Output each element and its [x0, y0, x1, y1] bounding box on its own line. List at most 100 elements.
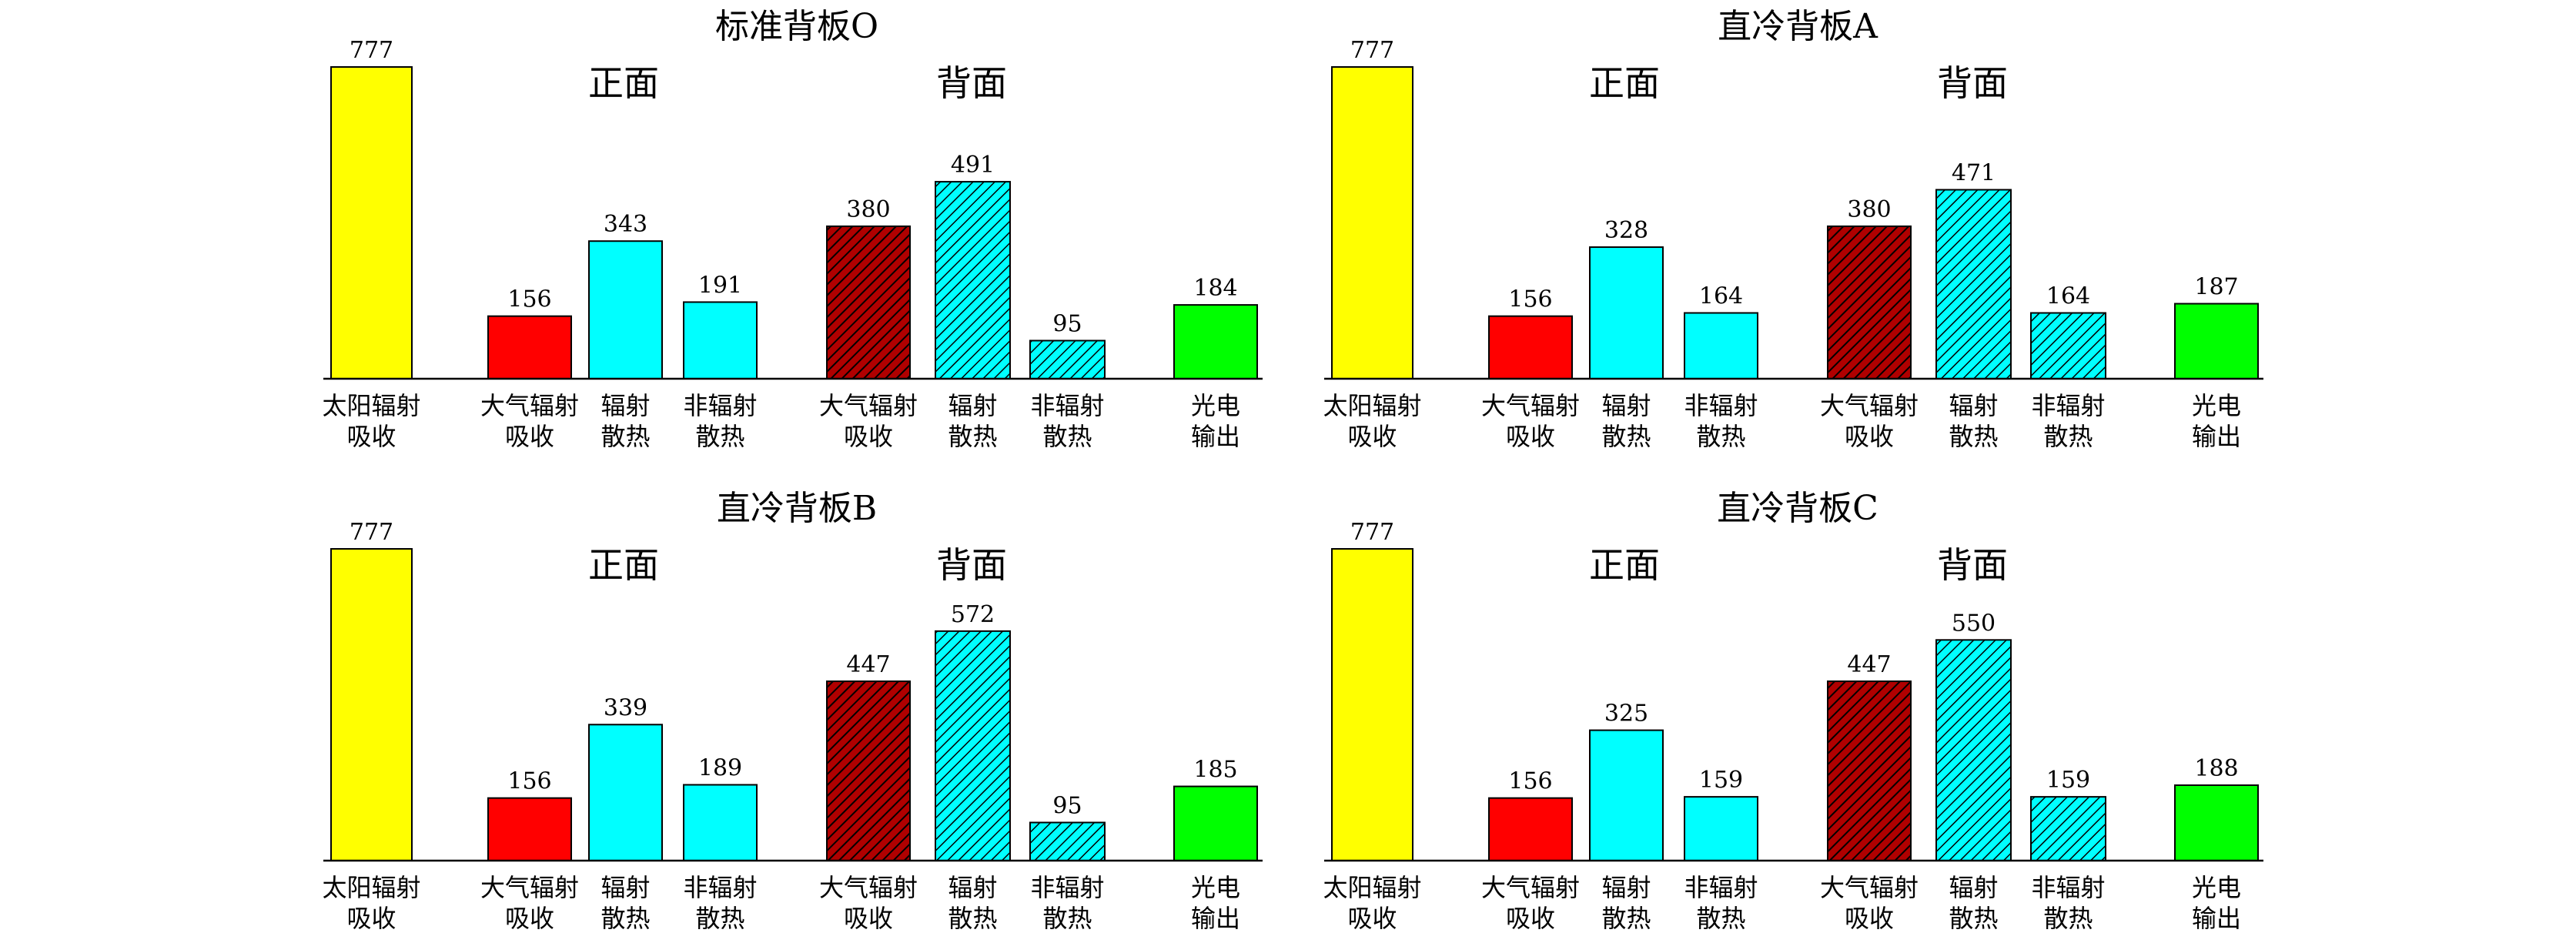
data-label: 447 — [846, 651, 890, 678]
bar — [588, 724, 663, 861]
category-label: 输出 — [1191, 422, 1240, 451]
category-label: 大气辐射 — [480, 873, 579, 902]
data-label: 777 — [350, 37, 393, 64]
data-label: 777 — [350, 519, 393, 546]
data-label: 159 — [2046, 767, 2090, 794]
bar — [1684, 312, 1758, 380]
data-label: 188 — [2194, 755, 2238, 782]
data-label: 777 — [1350, 519, 1394, 546]
category-label: 光电 — [2192, 391, 2241, 420]
category-label: 太阳辐射 — [322, 391, 420, 420]
chart-title: 直冷背板B — [717, 489, 877, 528]
category-label: 散热 — [1601, 422, 1651, 451]
category-label: 散热 — [1042, 422, 1092, 451]
category-label: 吸收 — [1506, 904, 1555, 933]
category-label: 散热 — [1949, 904, 1998, 933]
bar — [1488, 797, 1573, 861]
category-label: 吸收 — [1347, 422, 1397, 451]
bar — [1589, 246, 1664, 380]
bar — [1173, 304, 1258, 380]
category-label: 非辐射 — [2031, 873, 2105, 902]
data-label: 187 — [2194, 274, 2238, 301]
section-label-front: 正面 — [588, 544, 659, 586]
bar — [1029, 821, 1106, 862]
bar — [1173, 785, 1258, 861]
data-label: 156 — [507, 768, 551, 795]
bar — [1488, 315, 1573, 380]
category-label: 辐射 — [1949, 391, 1998, 420]
bar — [935, 181, 1011, 380]
category-label: 非辐射 — [683, 873, 757, 902]
bar — [683, 784, 758, 862]
category-label: 大气辐射 — [819, 873, 918, 902]
data-label: 572 — [951, 601, 995, 628]
category-label: 非辐射 — [683, 391, 757, 420]
bar — [683, 301, 758, 380]
category-label: 输出 — [1191, 904, 1240, 933]
category-label: 大气辐射 — [1820, 391, 1919, 420]
section-label-back: 背面 — [1937, 62, 2008, 104]
bar — [935, 630, 1011, 861]
section-label-front: 正面 — [588, 62, 659, 104]
section-label-back: 背面 — [1937, 544, 2008, 586]
category-label: 吸收 — [346, 904, 396, 933]
category-label: 散热 — [948, 422, 997, 451]
data-label: 447 — [1847, 651, 1891, 678]
section-label-front: 正面 — [1589, 544, 1660, 586]
category-label: 散热 — [1042, 904, 1092, 933]
data-label: 325 — [1604, 701, 1648, 727]
data-label: 95 — [1052, 310, 1082, 337]
category-label: 散热 — [695, 422, 744, 451]
bar — [2174, 784, 2259, 862]
category-label: 非辐射 — [2031, 391, 2105, 420]
chart-title: 直冷背板A — [1718, 7, 1878, 46]
category-label: 非辐射 — [1684, 391, 1758, 420]
category-label: 吸收 — [346, 422, 396, 451]
bar — [826, 225, 911, 380]
category-label: 非辐射 — [1030, 391, 1104, 420]
category-label: 散热 — [2043, 904, 2093, 933]
category-label: 大气辐射 — [480, 391, 579, 420]
category-label: 光电 — [1191, 391, 1240, 420]
category-label: 散热 — [1949, 422, 1998, 451]
category-label: 光电 — [1191, 873, 1240, 902]
data-label: 339 — [604, 694, 647, 721]
bar — [2030, 312, 2106, 380]
category-label: 散热 — [601, 904, 650, 933]
data-label: 328 — [1604, 217, 1648, 244]
bar — [487, 797, 572, 861]
category-label: 非辐射 — [1030, 873, 1104, 902]
category-label: 吸收 — [1845, 904, 1894, 933]
bar — [1331, 66, 1413, 380]
section-label-front: 正面 — [1589, 62, 1660, 104]
category-label: 非辐射 — [1684, 873, 1758, 902]
category-label: 吸收 — [1347, 904, 1397, 933]
bar — [1827, 225, 1912, 380]
category-label: 辐射 — [1601, 391, 1651, 420]
category-label: 大气辐射 — [1820, 873, 1919, 902]
data-label: 156 — [1508, 286, 1552, 313]
bar — [1935, 189, 2012, 380]
category-label: 输出 — [2192, 422, 2241, 451]
data-label: 159 — [1699, 767, 1743, 794]
category-label: 散热 — [1696, 904, 1745, 933]
bar — [330, 548, 413, 861]
category-label: 辐射 — [1601, 873, 1651, 902]
bar — [2030, 796, 2106, 861]
data-label: 491 — [951, 152, 995, 179]
category-label: 输出 — [2192, 904, 2241, 933]
category-label: 太阳辐射 — [1323, 391, 1421, 420]
data-label: 95 — [1052, 792, 1082, 819]
data-label: 380 — [1847, 196, 1891, 223]
category-label: 吸收 — [1845, 422, 1894, 451]
bar — [1827, 680, 1912, 862]
category-label: 散热 — [601, 422, 650, 451]
category-label: 辐射 — [601, 391, 650, 420]
bar — [826, 680, 911, 862]
category-label: 吸收 — [1506, 422, 1555, 451]
category-label: 吸收 — [844, 904, 893, 933]
